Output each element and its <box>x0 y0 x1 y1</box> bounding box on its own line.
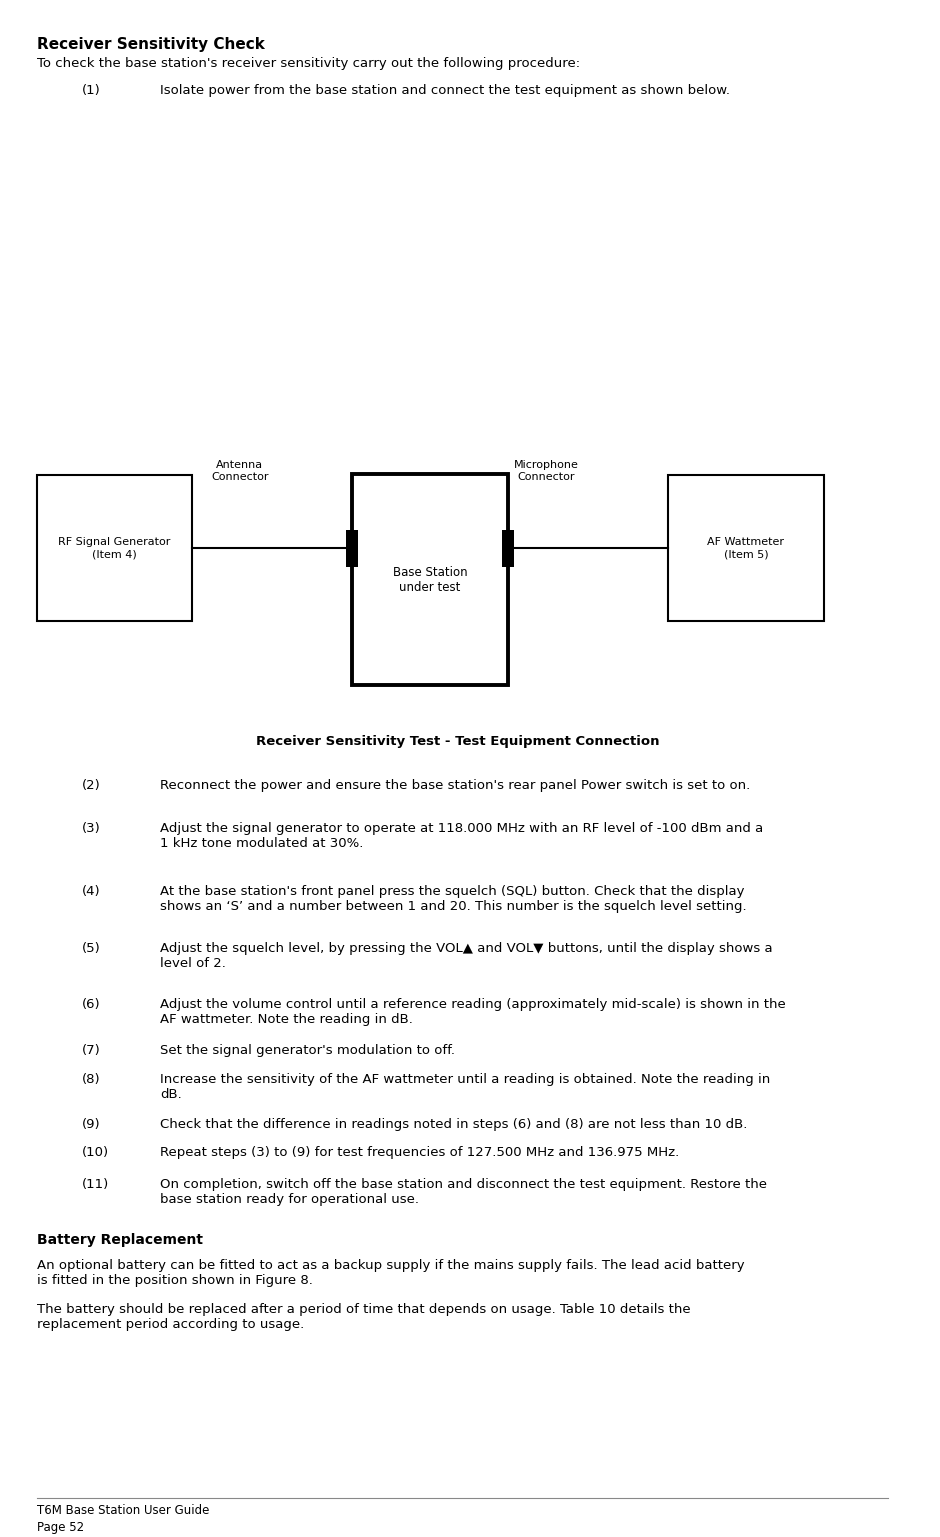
Text: (1): (1) <box>83 85 102 97</box>
Text: On completion, switch off the base station and disconnect the test equipment. Re: On completion, switch off the base stati… <box>160 1177 767 1205</box>
Text: (11): (11) <box>83 1177 110 1191</box>
Text: Page 52: Page 52 <box>37 1522 84 1534</box>
FancyBboxPatch shape <box>37 475 192 621</box>
Text: (2): (2) <box>83 779 102 792</box>
Text: T6M Base Station User Guide: T6M Base Station User Guide <box>37 1505 209 1517</box>
Text: Check that the difference in readings noted in steps (6) and (8) are not less th: Check that the difference in readings no… <box>160 1117 747 1131</box>
FancyBboxPatch shape <box>347 530 358 567</box>
FancyBboxPatch shape <box>502 530 514 567</box>
Text: (5): (5) <box>83 942 102 954</box>
Text: To check the base station's receiver sensitivity carry out the following procedu: To check the base station's receiver sen… <box>37 57 580 69</box>
Text: AF Wattmeter
(Item 5): AF Wattmeter (Item 5) <box>708 538 785 559</box>
Text: Increase the sensitivity of the AF wattmeter until a reading is obtained. Note t: Increase the sensitivity of the AF wattm… <box>160 1073 771 1102</box>
Text: (8): (8) <box>83 1073 101 1087</box>
Text: (6): (6) <box>83 999 101 1011</box>
Text: Receiver Sensitivity Check: Receiver Sensitivity Check <box>37 37 264 52</box>
Text: An optional battery can be fitted to act as a backup supply if the mains supply : An optional battery can be fitted to act… <box>37 1259 744 1286</box>
Text: Repeat steps (3) to (9) for test frequencies of 127.500 MHz and 136.975 MHz.: Repeat steps (3) to (9) for test frequen… <box>160 1145 680 1159</box>
Text: At the base station's front panel press the squelch (SQL) button. Check that the: At the base station's front panel press … <box>160 885 746 913</box>
Text: (3): (3) <box>83 822 102 835</box>
Text: Battery Replacement: Battery Replacement <box>37 1233 203 1247</box>
Text: Antenna
Connector: Antenna Connector <box>212 460 269 481</box>
Text: Adjust the volume control until a reference reading (approximately mid-scale) is: Adjust the volume control until a refere… <box>160 999 786 1027</box>
Text: The battery should be replaced after a period of time that depends on usage. Tab: The battery should be replaced after a p… <box>37 1303 690 1331</box>
FancyBboxPatch shape <box>668 475 823 621</box>
Text: Receiver Sensitivity Test - Test Equipment Connection: Receiver Sensitivity Test - Test Equipme… <box>256 735 659 747</box>
Text: Isolate power from the base station and connect the test equipment as shown belo: Isolate power from the base station and … <box>160 85 730 97</box>
Text: Adjust the signal generator to operate at 118.000 MHz with an RF level of -100 d: Adjust the signal generator to operate a… <box>160 822 763 850</box>
Text: RF Signal Generator
(Item 4): RF Signal Generator (Item 4) <box>58 538 170 559</box>
Text: Adjust the squelch level, by pressing the VOL▲ and VOL▼ buttons, until the displ: Adjust the squelch level, by pressing th… <box>160 942 773 970</box>
Text: (9): (9) <box>83 1117 101 1131</box>
Text: Reconnect the power and ensure the base station's rear panel Power switch is set: Reconnect the power and ensure the base … <box>160 779 750 792</box>
Text: (7): (7) <box>83 1044 102 1057</box>
Text: (10): (10) <box>83 1145 109 1159</box>
FancyBboxPatch shape <box>352 473 508 686</box>
Text: Microphone
Connector: Microphone Connector <box>514 460 579 481</box>
Text: Set the signal generator's modulation to off.: Set the signal generator's modulation to… <box>160 1044 455 1057</box>
Text: (4): (4) <box>83 885 101 898</box>
Text: Base Station
under test: Base Station under test <box>393 566 467 593</box>
